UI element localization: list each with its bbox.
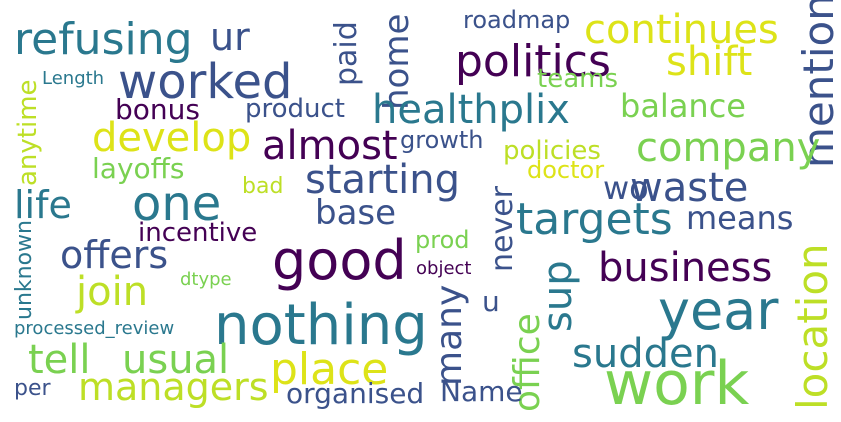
word-year: year	[658, 279, 779, 342]
word-prod: prod	[415, 226, 470, 254]
word-wo: wo	[603, 169, 649, 207]
word-company: company	[636, 125, 821, 171]
word-business: business	[598, 245, 773, 291]
word-location: location	[788, 243, 837, 410]
word-managers: managers	[78, 365, 269, 409]
word-product: product	[245, 94, 346, 124]
word-roadmap: roadmap	[463, 6, 571, 34]
word-growth: growth	[400, 126, 484, 154]
word-offers: offers	[60, 233, 169, 277]
word-tell: tell	[28, 337, 91, 383]
word-life: life	[14, 183, 72, 227]
word-balance: balance	[620, 87, 746, 125]
word-layoffs: layoffs	[92, 152, 185, 185]
word-length: Length	[42, 68, 105, 89]
word-refusing: refusing	[14, 14, 193, 65]
word-sup: sup	[535, 260, 581, 332]
word-teams: teams	[537, 64, 618, 94]
word-targets: targets	[516, 194, 673, 245]
word-politics: politics	[455, 36, 611, 87]
word-nothing: nothing	[214, 293, 428, 358]
word-incentive: incentive	[138, 218, 258, 248]
word-shift: shift	[666, 39, 753, 85]
word-base: base	[315, 193, 397, 233]
word-u: u	[482, 285, 500, 318]
word-name: Name	[440, 375, 523, 408]
word-develop: develop	[92, 115, 252, 161]
word-waste: waste	[630, 165, 749, 211]
word-dtype: dtype	[180, 269, 232, 290]
word-per: per	[14, 376, 51, 401]
word-anytime: anytime	[13, 79, 43, 186]
word-bad: bad	[242, 174, 284, 199]
word-worked: worked	[118, 54, 293, 110]
word-good: good	[272, 229, 407, 292]
word-almost: almost	[262, 123, 398, 169]
word-work: work	[604, 349, 750, 419]
word-object: object	[416, 258, 472, 279]
word-one: one	[132, 176, 222, 232]
word-continues: continues	[584, 7, 779, 53]
word-organised: organised	[286, 377, 425, 410]
word-usual: usual	[122, 337, 230, 383]
word-many: many	[429, 284, 470, 386]
word-place: place	[270, 344, 389, 395]
word-healthplix: healthplix	[372, 87, 570, 133]
word-never: never	[485, 185, 520, 272]
word-paid: paid	[329, 21, 364, 86]
word-processed-review: processed_review	[14, 318, 175, 339]
word-policies: policies	[503, 136, 601, 166]
word-sudden: sudden	[572, 331, 719, 377]
word-means: means	[686, 199, 794, 237]
word-bonus: bonus	[115, 93, 200, 126]
word-ur: ur	[210, 15, 250, 59]
word-doctor: doctor	[527, 156, 605, 184]
word-starting: starting	[305, 157, 461, 203]
word-join: join	[76, 269, 149, 315]
word-unknown: unknown	[12, 220, 37, 320]
